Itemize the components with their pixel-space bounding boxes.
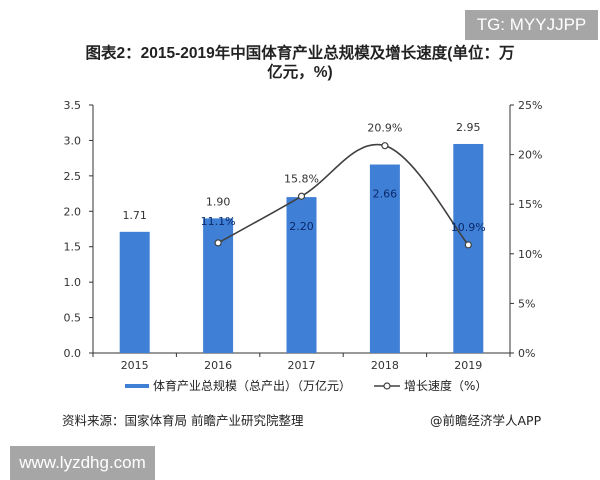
watermark-tg: TG: MYYJJPP (465, 10, 598, 40)
growth-marker (214, 239, 222, 247)
right-tick-label: 25% (518, 99, 542, 112)
left-tick-label: 0.5 (64, 312, 82, 325)
chart-title-line1: 图表2：2015-2019年中国体育产业总规模及增长速度(单位：万 (85, 45, 515, 62)
legend-line-marker (383, 382, 391, 390)
growth-line (217, 143, 469, 246)
right-tick-label: 5% (518, 297, 535, 310)
bar-value-label: 2.66 (373, 188, 398, 201)
growth-marker (381, 142, 389, 150)
left-tick-label: 3.5 (64, 99, 82, 112)
left-tick-label: 0.0 (64, 347, 82, 360)
x-category-label: 2018 (371, 359, 399, 372)
bar (203, 218, 234, 353)
left-tick-label: 3.0 (64, 134, 82, 147)
bar (286, 197, 317, 353)
bar (369, 164, 400, 353)
right-tick-label: 15% (518, 198, 542, 211)
x-category-label: 2016 (204, 359, 232, 372)
bar-value-label: 2.95 (456, 121, 481, 134)
right-tick-label: 20% (518, 149, 542, 162)
legend-bar-label: 体育产业总规模（总产出）（万亿元） (153, 378, 351, 393)
bar-value-label: 1.71 (122, 209, 147, 222)
growth-value-label: 15.8% (284, 172, 319, 185)
chart-title: 图表2：2015-2019年中国体育产业总规模及增长速度(单位：万 亿元，%) (60, 44, 540, 82)
left-tick-label: 2.5 (64, 170, 82, 183)
x-category-label: 2017 (288, 359, 316, 372)
app-credit: @前瞻经济学人APP (430, 413, 542, 428)
growth-marker (297, 192, 306, 200)
right-tick-label: 10% (518, 248, 542, 261)
x-category-label: 2015 (121, 359, 149, 372)
source-note: 资料来源：国家体育局 前瞻产业研究院整理 (62, 413, 304, 428)
left-tick-label: 1.0 (64, 276, 82, 289)
bar (453, 143, 484, 353)
chart-title-line2: 亿元，%) (267, 64, 333, 81)
right-tick-label: 0% (518, 347, 535, 360)
bar (119, 231, 150, 353)
watermark-url: www.lyzdhg.com (10, 446, 155, 480)
legend-bar-swatch (125, 384, 149, 388)
growth-value-label: 10.9% (451, 221, 486, 234)
growth-marker (464, 241, 472, 249)
left-tick-label: 2.0 (64, 205, 82, 218)
left-tick-label: 1.5 (64, 241, 82, 254)
legend-line-label: 增长速度（%） (404, 378, 487, 393)
x-category-label: 2019 (454, 359, 482, 372)
bar-value-label: 1.90 (206, 195, 231, 208)
growth-value-label: 20.9% (367, 122, 402, 135)
growth-value-label: 11.1% (201, 215, 236, 228)
bar-value-label: 2.20 (289, 220, 314, 233)
